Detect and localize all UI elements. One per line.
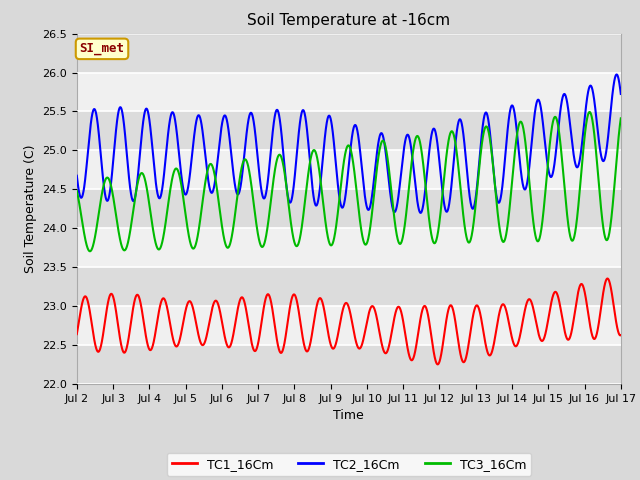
Bar [77,72,621,111]
Bar [77,345,621,384]
Title: Soil Temperature at -16cm: Soil Temperature at -16cm [247,13,451,28]
Text: SI_met: SI_met [79,42,125,55]
Bar [77,267,621,306]
Y-axis label: Soil Temperature (C): Soil Temperature (C) [24,144,36,273]
Bar [77,228,621,267]
Bar [77,111,621,150]
Legend: TC1_16Cm, TC2_16Cm, TC3_16Cm: TC1_16Cm, TC2_16Cm, TC3_16Cm [166,453,531,476]
Bar [77,306,621,345]
X-axis label: Time: Time [333,409,364,422]
Bar [77,150,621,189]
Bar [77,189,621,228]
Bar [77,34,621,72]
